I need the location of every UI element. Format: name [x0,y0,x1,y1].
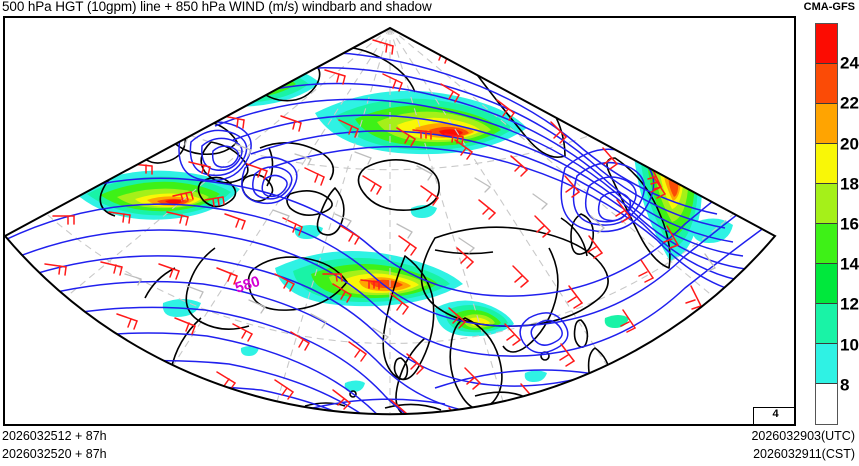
contour-label: 580 [233,273,262,297]
colorbar-tick-label: 14 [840,254,859,274]
windbarb-icon [760,424,792,426]
map-boundary [5,26,777,416]
colorbar-tick-label: 16 [840,214,859,234]
colorbar-tick-label: 24 [840,53,859,73]
svg-text:580: 580 [233,273,262,297]
colorbar-segment [816,264,837,304]
page-title: 500 hPa HGT (10gpm) line + 850 hPa WIND … [2,0,432,14]
valid-time-cst: 2026032911(CST) [753,447,855,461]
model-label: CMA-GFS [803,1,855,13]
init-time-utc: 2026032512 + 87h [2,429,107,443]
colorbar-segment [816,184,837,224]
colorbar-segment [816,384,837,424]
colorbar [815,23,838,425]
colorbar-segment [816,144,837,184]
colorbar-segment [816,24,837,64]
colorbar-tick-label: 22 [840,93,859,113]
colorbar-segment [816,304,837,344]
colorbar-segment [816,64,837,104]
colorbar-tick-label: 20 [840,134,859,154]
colorbar-segment [816,344,837,384]
map-plot: 580 [5,26,777,416]
colorbar-segment [816,224,837,264]
colorbar-tick-label: 10 [840,335,859,355]
colorbar-tick-label: 8 [840,375,850,395]
map-panel[interactable]: 580 [3,16,796,426]
colorbar-tick-label: 12 [840,294,859,314]
colorbar-tick-label: 18 [840,174,859,194]
background-barbs [124,97,716,343]
barb-legend-value: 4 [772,408,779,420]
colorbar-segment [816,104,837,144]
colorbar-ticks: 24 22 20 18 16 14 12 10 8 [840,23,859,425]
init-time-cst: 2026032520 + 87h [2,447,107,461]
barb-legend: 4 [753,407,794,426]
valid-time-utc: 2026032903(UTC) [751,429,855,443]
